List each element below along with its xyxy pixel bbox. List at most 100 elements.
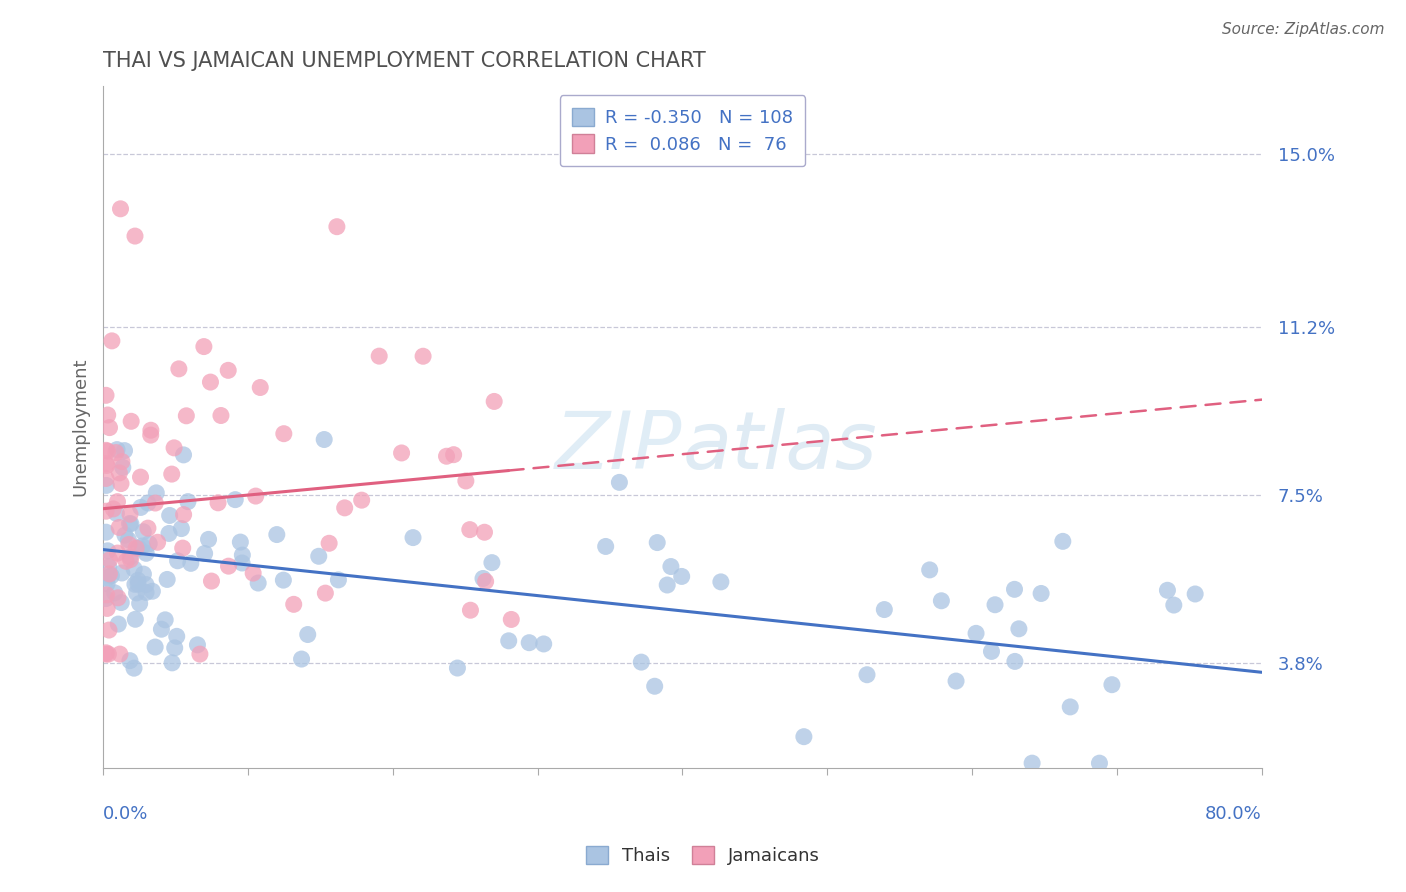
Point <box>96 458 118 473</box>
Point <box>443 448 465 462</box>
Point <box>118 537 141 551</box>
Point <box>167 362 190 376</box>
Point <box>163 640 186 655</box>
Point <box>231 556 253 570</box>
Point <box>1029 586 1052 600</box>
Point <box>350 493 373 508</box>
Point <box>146 535 169 549</box>
Point <box>138 536 160 550</box>
Point <box>107 591 129 605</box>
Point <box>412 349 434 363</box>
Point <box>472 572 495 586</box>
Point <box>122 562 145 576</box>
Point <box>1004 654 1026 668</box>
Point <box>124 612 146 626</box>
Point <box>141 584 163 599</box>
Text: atlas: atlas <box>682 409 877 486</box>
Point <box>474 525 496 540</box>
Point <box>105 507 128 521</box>
Point <box>120 549 142 564</box>
Point <box>94 504 117 518</box>
Point <box>124 229 146 244</box>
Point <box>107 546 129 560</box>
Point <box>242 566 264 580</box>
Point <box>474 574 496 589</box>
Point <box>96 571 118 585</box>
Point <box>111 460 134 475</box>
Point <box>326 219 349 234</box>
Point <box>644 679 666 693</box>
Point <box>1008 622 1031 636</box>
Point <box>111 454 134 468</box>
Point <box>1059 699 1081 714</box>
Point <box>873 602 896 616</box>
Point <box>498 633 520 648</box>
Legend: R = -0.350   N = 108, R =  0.086   N =  76: R = -0.350 N = 108, R = 0.086 N = 76 <box>560 95 806 166</box>
Point <box>1021 756 1043 771</box>
Point <box>671 569 693 583</box>
Point <box>247 576 270 591</box>
Point <box>176 409 198 423</box>
Point <box>127 574 149 588</box>
Point <box>150 622 173 636</box>
Point <box>135 577 157 591</box>
Point <box>446 661 468 675</box>
Point <box>122 661 145 675</box>
Text: 80.0%: 80.0% <box>1205 805 1261 823</box>
Point <box>114 528 136 542</box>
Point <box>101 334 124 348</box>
Point <box>172 541 194 555</box>
Point <box>103 502 125 516</box>
Point <box>115 554 138 568</box>
Point <box>630 655 652 669</box>
Point <box>218 559 240 574</box>
Point <box>118 508 141 522</box>
Point <box>104 445 127 459</box>
Point <box>645 535 668 549</box>
Legend: Thais, Jamaicans: Thais, Jamaicans <box>579 838 827 872</box>
Point <box>1088 756 1111 771</box>
Point <box>98 553 121 567</box>
Point <box>1101 678 1123 692</box>
Point <box>120 414 142 428</box>
Point <box>132 524 155 539</box>
Point <box>107 617 129 632</box>
Point <box>98 566 121 581</box>
Point <box>918 563 941 577</box>
Point <box>104 586 127 600</box>
Point <box>94 591 117 606</box>
Point <box>132 567 155 582</box>
Point <box>97 444 120 458</box>
Point <box>217 363 239 377</box>
Point <box>965 626 987 640</box>
Point <box>314 433 336 447</box>
Point <box>318 536 340 550</box>
Point <box>197 533 219 547</box>
Point <box>97 647 120 661</box>
Point <box>94 647 117 661</box>
Point <box>793 730 815 744</box>
Point <box>458 523 481 537</box>
Point <box>595 540 617 554</box>
Point <box>194 546 217 560</box>
Point <box>94 471 117 485</box>
Point <box>945 674 967 689</box>
Point <box>98 623 121 637</box>
Point <box>314 586 336 600</box>
Point <box>266 527 288 541</box>
Point <box>328 573 350 587</box>
Point <box>128 541 150 556</box>
Point <box>97 408 120 422</box>
Point <box>110 476 132 491</box>
Point <box>186 638 208 652</box>
Point <box>710 574 733 589</box>
Point <box>193 340 215 354</box>
Point <box>231 548 253 562</box>
Point <box>209 409 232 423</box>
Point <box>143 640 166 654</box>
Point <box>481 556 503 570</box>
Point <box>290 652 312 666</box>
Point <box>125 586 148 600</box>
Point <box>108 466 131 480</box>
Point <box>136 496 159 510</box>
